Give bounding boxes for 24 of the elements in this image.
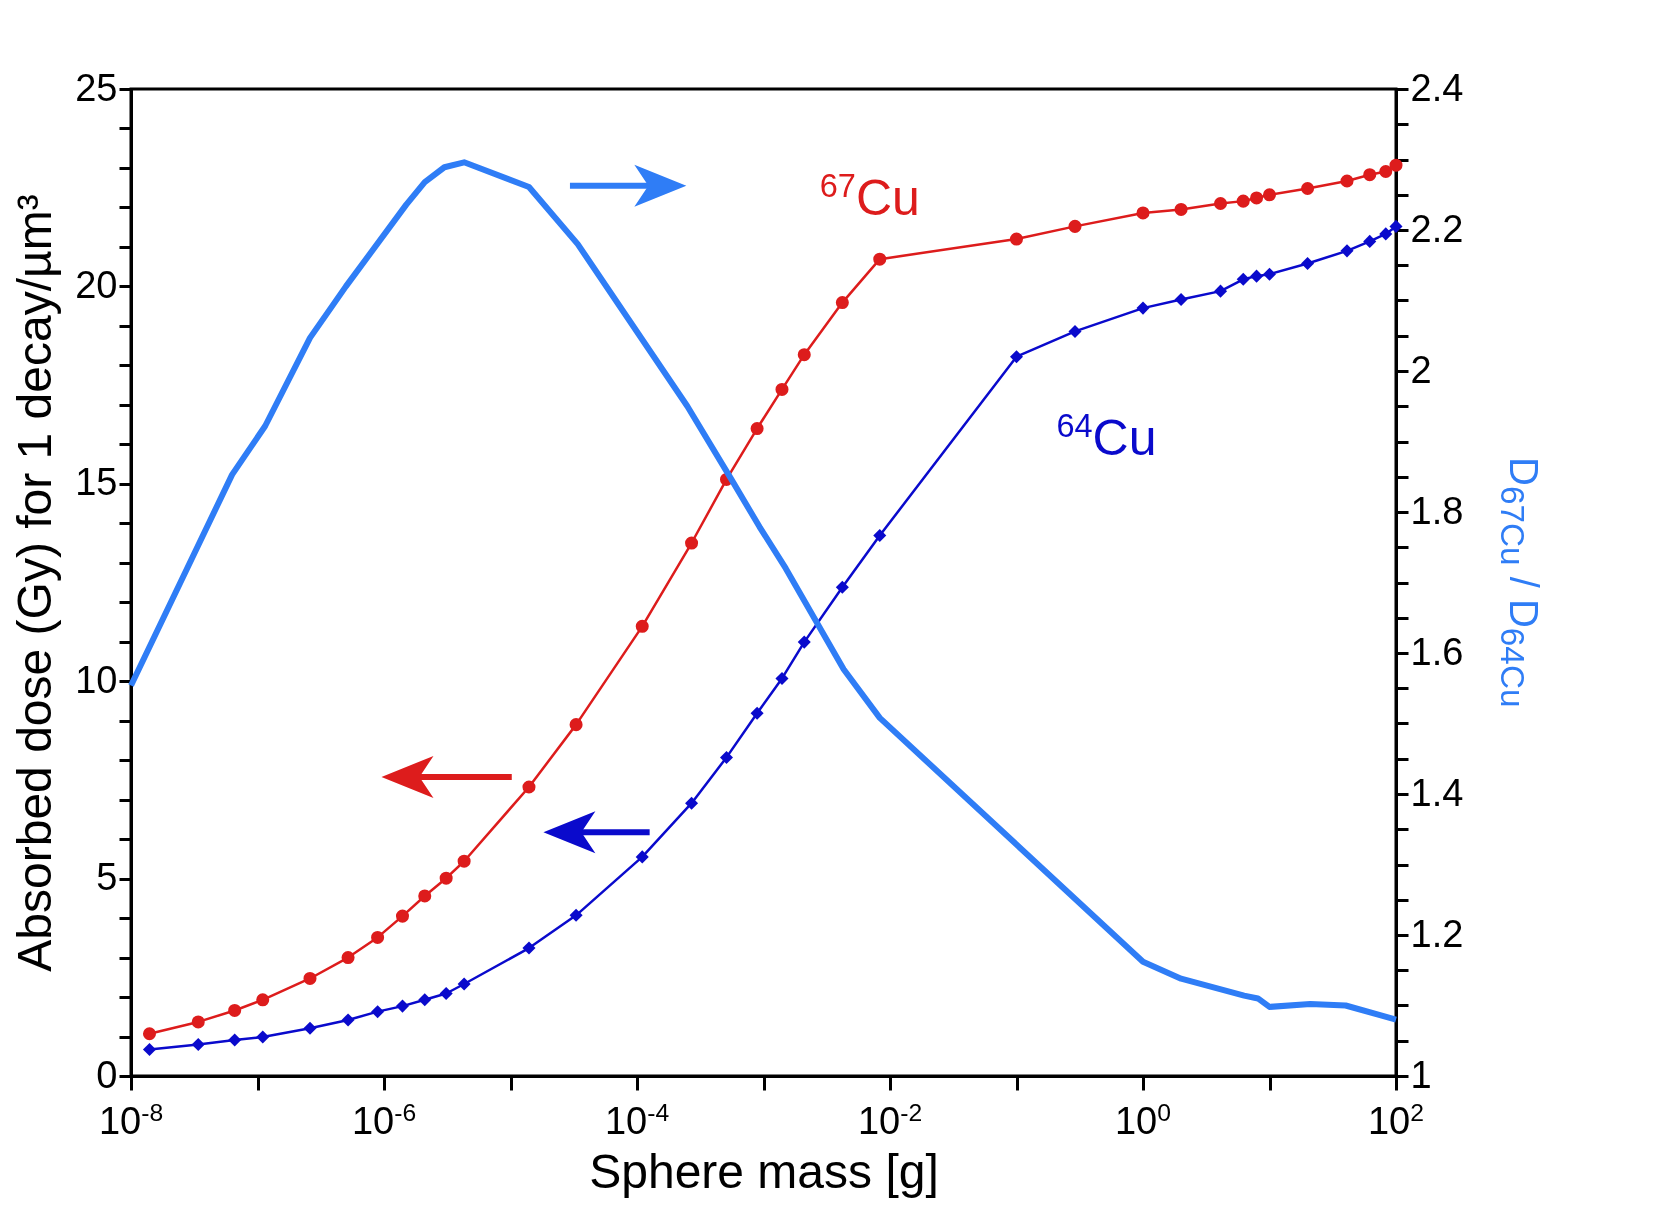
x-tick-label: 10$^{-2}$ [857,1098,923,1142]
y-axis-title: Absorbed dose (Gy) for 1 decay/µm³ [8,194,62,972]
y-tick-label: 5 [96,856,118,899]
x-tick-label: 10$^{2}$ [1367,1098,1425,1142]
x-axis-title: Sphere mass [g] [589,1145,939,1198]
series-label: $^{64}$Cu [1056,407,1157,466]
y-tick-label: 10 [75,658,118,701]
y2-tick-label: 1.2 [1410,912,1464,955]
y2-tick-label: 2.4 [1410,66,1464,109]
y-tick-label: 25 [75,66,118,109]
y2-tick-label: 1.6 [1410,630,1464,673]
y-tick-label: 15 [75,461,118,504]
y-tick-label: 0 [96,1053,118,1096]
y2-tick-label: 1 [1410,1053,1432,1096]
y2-tick-label: 1.8 [1410,489,1464,532]
x-tick-label: 10$^{0}$ [1114,1098,1172,1142]
y-tick-label: 20 [75,263,118,306]
x-tick-label: 10$^{-8}$ [98,1098,164,1142]
x-tick-label: 10$^{-6}$ [351,1098,417,1142]
y2-tick-label: 1.4 [1410,771,1464,814]
series-label: $^{67}$Cu [819,168,920,227]
y2-tick-label: 2.2 [1410,207,1464,250]
y2-tick-label: 2 [1410,348,1432,391]
x-tick-label: 10$^{-4}$ [604,1098,670,1142]
